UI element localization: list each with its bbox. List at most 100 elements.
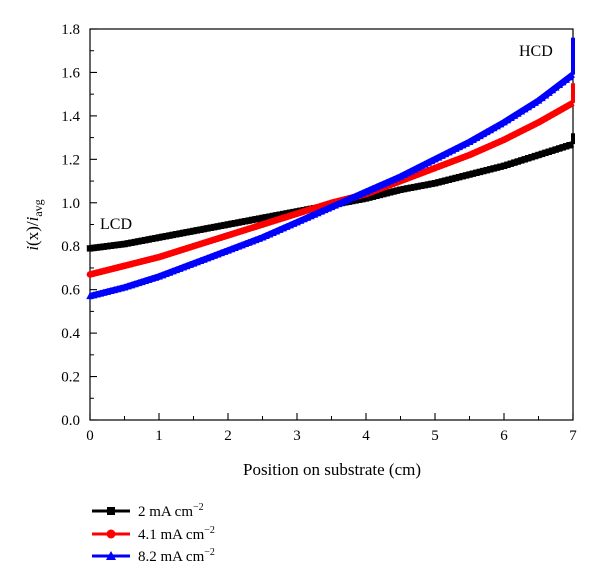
- x-tick-label-7: 7: [569, 428, 577, 444]
- series-0-marker: [390, 188, 397, 195]
- series-2-marker: [531, 98, 539, 106]
- series-0-marker: [376, 191, 383, 199]
- series-2-marker: [482, 128, 491, 136]
- series-0-marker: [366, 194, 373, 201]
- series-1: [86, 83, 575, 278]
- series-2-marker: [517, 107, 526, 115]
- series-0-marker: [435, 179, 442, 186]
- series-0-marker: [259, 214, 266, 222]
- x-tick-label-2: 2: [224, 428, 232, 444]
- series-0-marker: [179, 229, 187, 237]
- series-2-marker: [565, 73, 574, 81]
- series-2-marker: [476, 132, 484, 140]
- series-0-marker: [380, 190, 387, 198]
- legend: 2 mA cm−2 4.1 mA cm−2 8.2 mA cm−2: [92, 502, 215, 565]
- legend-label-0: 2 mA cm−2: [138, 502, 204, 520]
- series-0-marker: [159, 233, 166, 241]
- series-0-marker: [242, 218, 249, 225]
- series-line-2: [89, 72, 575, 300]
- legend-unit-0: mA cm: [149, 504, 193, 520]
- series-0-marker: [193, 227, 201, 234]
- series-0-marker: [262, 214, 270, 221]
- series-0-marker: [97, 243, 104, 251]
- y-axis-title-x: (x): [23, 226, 42, 246]
- series-2-marker: [555, 81, 563, 89]
- series-0-marker: [511, 159, 518, 166]
- series-0-marker: [148, 235, 156, 243]
- series-0-marker: [535, 151, 542, 159]
- series-0-marker: [404, 185, 411, 192]
- series-0-marker: [500, 162, 508, 170]
- series-0-marker: [248, 216, 256, 224]
- series-0-marker: [369, 193, 377, 200]
- plot-frame: [89, 28, 574, 421]
- series-0-marker: [117, 241, 125, 248]
- legend-value-0: 2: [138, 504, 146, 520]
- series-0-marker: [238, 218, 245, 226]
- series-0-marker: [131, 238, 139, 246]
- y-axis-title-i2: i: [23, 216, 42, 221]
- series-0-marker: [411, 183, 418, 191]
- series-0-marker: [493, 164, 501, 171]
- series-0-marker: [276, 211, 283, 218]
- series-0-marker: [273, 212, 280, 219]
- series-line-0: [89, 141, 574, 252]
- legend-marker-1: [106, 529, 116, 539]
- series-0-marker: [166, 232, 173, 239]
- x-tick-label-1: 1: [155, 428, 163, 444]
- series-0-marker: [531, 152, 539, 160]
- series-0-marker: [152, 234, 159, 242]
- y-axis-title-i: i: [23, 246, 42, 251]
- series-0-marker: [145, 236, 152, 243]
- y-tick-label-1: 0.2: [61, 370, 80, 386]
- series-0-marker: [483, 166, 490, 174]
- y-tick-label-4: 0.8: [61, 239, 80, 255]
- y-tick-label-3: 0.6: [61, 283, 80, 299]
- series-0-marker: [221, 221, 228, 229]
- series-0-marker: [110, 242, 118, 249]
- series-0-marker: [400, 185, 408, 193]
- series-0-marker: [135, 238, 142, 245]
- y-tick-label-5: 1.0: [61, 196, 80, 212]
- series-0-marker: [490, 165, 497, 172]
- series-0-marker: [452, 174, 459, 182]
- x-tick-label-6: 6: [500, 428, 508, 444]
- series-0-marker: [231, 219, 239, 227]
- series-0-marker: [383, 190, 390, 197]
- series-0-marker: [224, 221, 232, 228]
- series-0-marker: [169, 231, 176, 239]
- series-line-1: [89, 100, 575, 278]
- series-2-marker: [545, 88, 553, 96]
- series-0-marker: [386, 189, 394, 196]
- series-0-marker: [459, 173, 466, 180]
- series-0-marker: [518, 157, 525, 164]
- series-2-marker: [520, 105, 529, 113]
- series-2-marker: [534, 96, 543, 104]
- series-0-marker: [473, 169, 480, 177]
- series-2-marker: [562, 75, 570, 83]
- series-2-marker: [465, 137, 474, 145]
- series-2-marker: [469, 136, 477, 144]
- series-2: [86, 37, 575, 300]
- series-0-marker: [283, 210, 290, 217]
- series-0-marker: [114, 241, 121, 249]
- y-axis-title-sub: avg: [31, 199, 45, 216]
- series-0-marker: [280, 210, 287, 218]
- series-0-marker: [355, 196, 363, 203]
- series-0-marker: [449, 175, 456, 183]
- series-0-marker: [421, 181, 428, 189]
- series-0-marker: [155, 234, 163, 241]
- series-0-marker: [266, 213, 273, 220]
- series-0-marker: [414, 183, 421, 190]
- series-0-marker: [359, 195, 366, 203]
- y-tick-label-8: 1.6: [61, 65, 80, 81]
- series-0-marker: [507, 160, 515, 167]
- y-tick-label-7: 1.4: [61, 109, 80, 125]
- series-0: [86, 133, 575, 252]
- series-0-marker: [93, 244, 101, 251]
- x-tick-label-5: 5: [431, 428, 439, 444]
- series-0-marker: [466, 171, 473, 178]
- series-2-marker: [472, 134, 481, 142]
- series-2-marker: [486, 126, 494, 134]
